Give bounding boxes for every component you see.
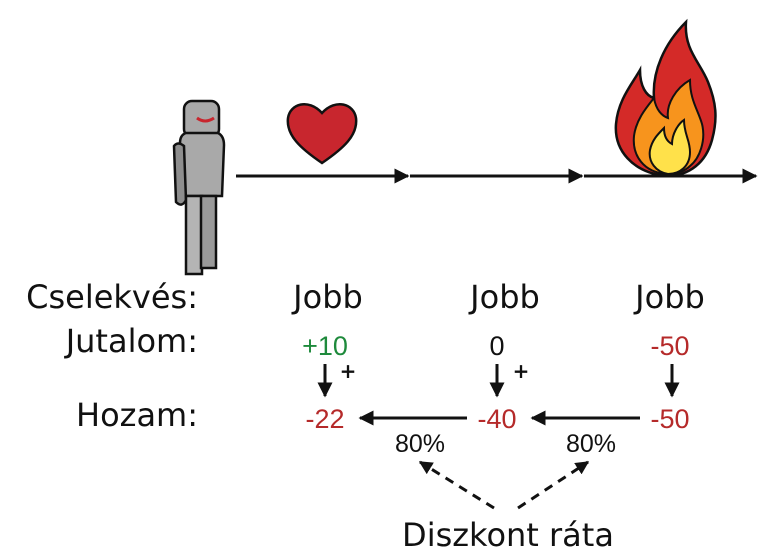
return-3: -50 [650, 404, 689, 434]
heart-icon [286, 103, 358, 165]
return-1: -22 [305, 404, 344, 434]
robot-icon [172, 99, 226, 276]
discount-pointer-1 [418, 460, 495, 510]
action-3: Jobb [633, 278, 705, 316]
fire-icon [614, 18, 717, 178]
action-2: Jobb [468, 278, 540, 316]
discount-rate-label: Diszkont ráta [402, 516, 614, 554]
return-row-label: Hozam: [76, 396, 198, 434]
discount-2: 80% [566, 430, 616, 458]
plus-sign-2: + [513, 359, 530, 383]
reward-3: -50 [650, 331, 689, 361]
reward-1: +10 [302, 331, 348, 361]
discount-pointer-2 [517, 460, 590, 510]
return-2: -40 [477, 404, 516, 434]
plus-sign-1: + [340, 359, 357, 383]
reward-row-label: Jutalom: [64, 322, 198, 360]
action-row-label: Cselekvés: [26, 278, 198, 316]
reward-2: 0 [489, 331, 504, 361]
action-1: Jobb [291, 278, 363, 316]
discount-1: 80% [395, 430, 445, 458]
